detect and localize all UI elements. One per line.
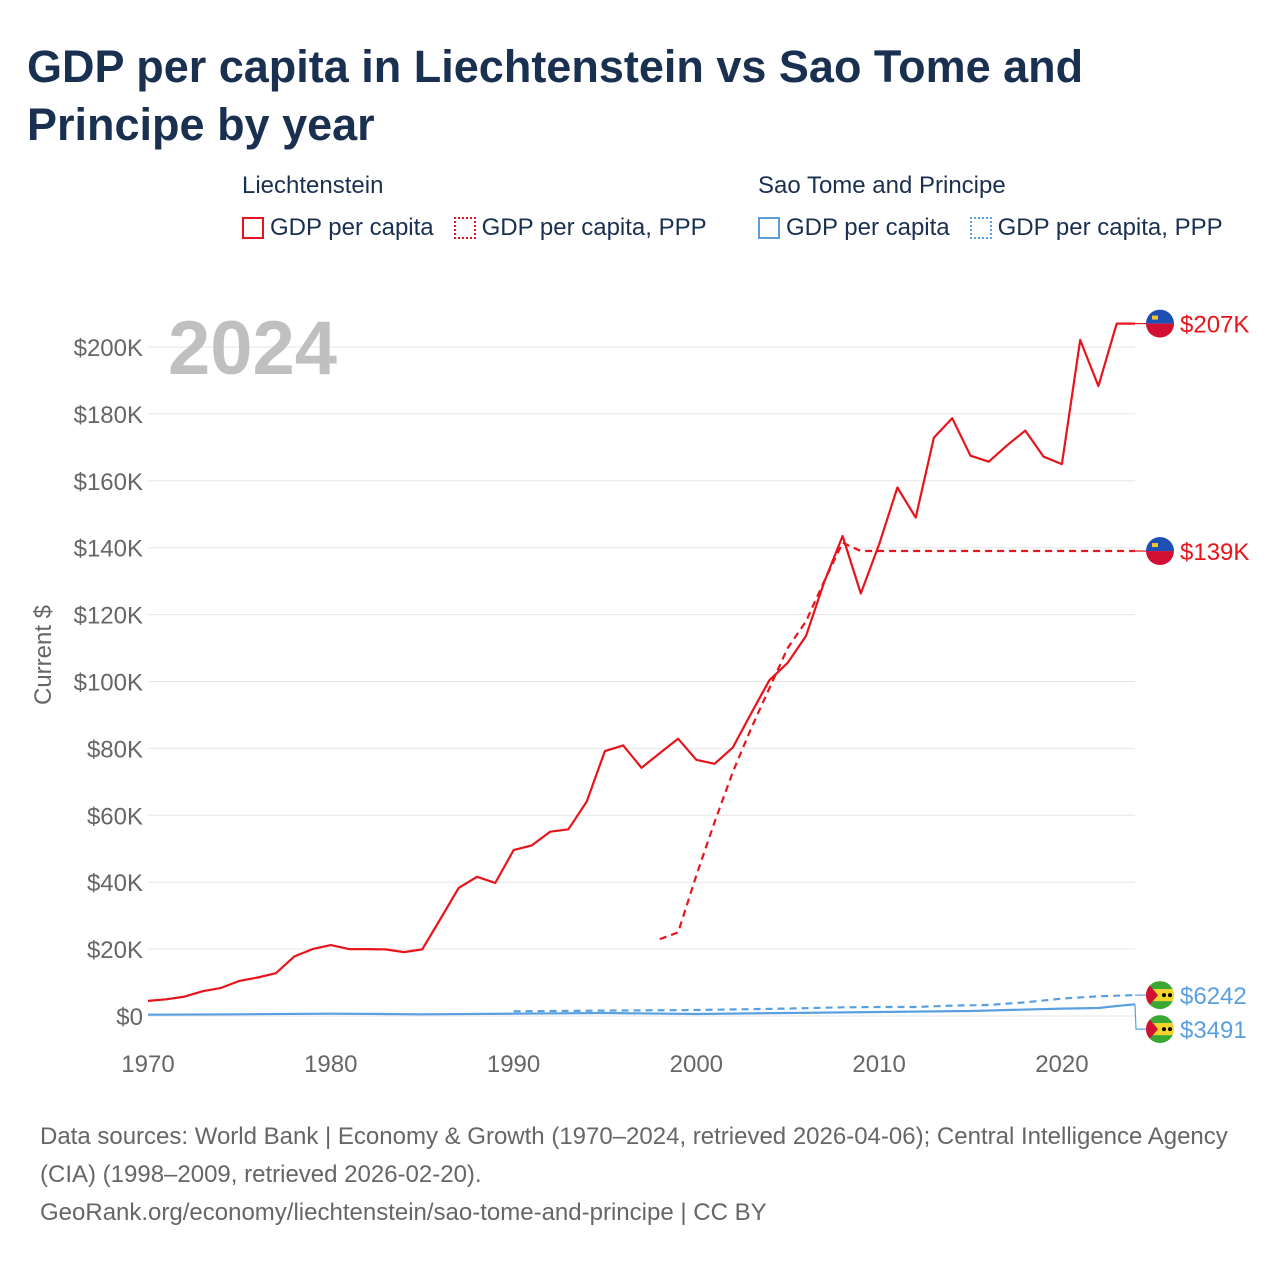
source-line-2: GeoRank.org/economy/liechtenstein/sao-to… [40, 1199, 767, 1226]
y-tick-label: $0 [116, 1004, 143, 1031]
y-tick-label: $120K [74, 603, 143, 630]
line-chart: 2024 $0 $20K $40K $60K $80K $100K $120K $140K $1… [30, 306, 1249, 1078]
x-tick-label: 1980 [304, 1051, 357, 1078]
y-tick-label: $60K [87, 803, 143, 830]
y-axis-label: Current $ [30, 605, 57, 705]
y-tick-label: $80K [87, 736, 143, 763]
source-line-1: Data sources: World Bank | Economy & Gro… [40, 1123, 1228, 1188]
y-tick-label: $40K [87, 870, 143, 897]
liechtenstein-flag-icon [1146, 309, 1174, 338]
grid-lines [148, 346, 1135, 1017]
legend-label: GDP per capita [270, 214, 434, 241]
series-line-2 [147, 1003, 1136, 1016]
x-tick-label: 1970 [121, 1051, 174, 1078]
y-tick-label: $100K [74, 670, 143, 697]
legend-swatch-solid-icon [242, 217, 264, 239]
end-connector [1134, 1004, 1147, 1030]
series-line-1 [659, 541, 1135, 941]
chart-title: GDP per capita in Liechtenstein vs Sao T… [27, 41, 1084, 150]
end-value-label: $3491 [1180, 1017, 1247, 1044]
end-value-label: $139K [1180, 539, 1249, 566]
legend-liechtenstein: Liechtenstein GDP per capita GDP per cap… [242, 172, 707, 242]
liechtenstein-flag-icon [1146, 537, 1174, 566]
series-line-3 [513, 994, 1136, 1013]
legend-item-liechtenstein-ppp[interactable]: GDP per capita, PPP [453, 214, 707, 242]
y-tick-label: $200K [74, 335, 143, 362]
legend-item-sao-tome-ppp[interactable]: GDP per capita, PPP [969, 214, 1223, 242]
series-line-0 [147, 322, 1135, 1002]
legend-group-title-liechtenstein: Liechtenstein [242, 172, 384, 199]
y-axis-ticks: $0 $20K $40K $60K $80K $100K $120K $140K $160K $1… [74, 335, 143, 1031]
y-tick-label: $140K [74, 536, 143, 563]
legend-sao-tome: Sao Tome and Principe GDP per capita GDP… [758, 172, 1223, 242]
end-value-label: $207K [1180, 312, 1249, 339]
y-tick-label: $160K [74, 469, 143, 496]
x-tick-label: 2010 [852, 1051, 905, 1078]
end-value-label: $6242 [1180, 983, 1247, 1010]
series-lines [147, 322, 1136, 1016]
end-labels: $207K $139K $6242 $3491 [1134, 309, 1249, 1044]
legend-swatch-solid-icon [758, 217, 780, 239]
x-tick-label: 2020 [1035, 1051, 1088, 1078]
legend-swatch-dotted-icon [453, 217, 476, 239]
legend-label: GDP per capita, PPP [481, 214, 707, 241]
sao-tome-flag-icon [1146, 981, 1174, 1010]
y-tick-label: $20K [87, 937, 143, 964]
year-label: 2024 [168, 306, 337, 391]
source-note: Data sources: World Bank | Economy & Gro… [40, 1118, 1250, 1232]
legend-swatch-dotted-icon [969, 217, 992, 239]
x-tick-label: 1990 [487, 1051, 540, 1078]
sao-tome-flag-icon [1146, 1015, 1174, 1044]
x-tick-label: 2000 [670, 1051, 723, 1078]
x-axis-ticks: 1970 1980 1990 2000 2010 2020 [121, 1051, 1088, 1078]
y-tick-label: $180K [74, 402, 143, 429]
legend-item-liechtenstein-gdp[interactable]: GDP per capita [242, 214, 434, 242]
legend-label: GDP per capita [786, 214, 950, 241]
legend-item-sao-tome-gdp[interactable]: GDP per capita [758, 214, 950, 242]
legend-label: GDP per capita, PPP [997, 214, 1223, 241]
legend-group-title-sao-tome: Sao Tome and Principe [758, 172, 1006, 199]
